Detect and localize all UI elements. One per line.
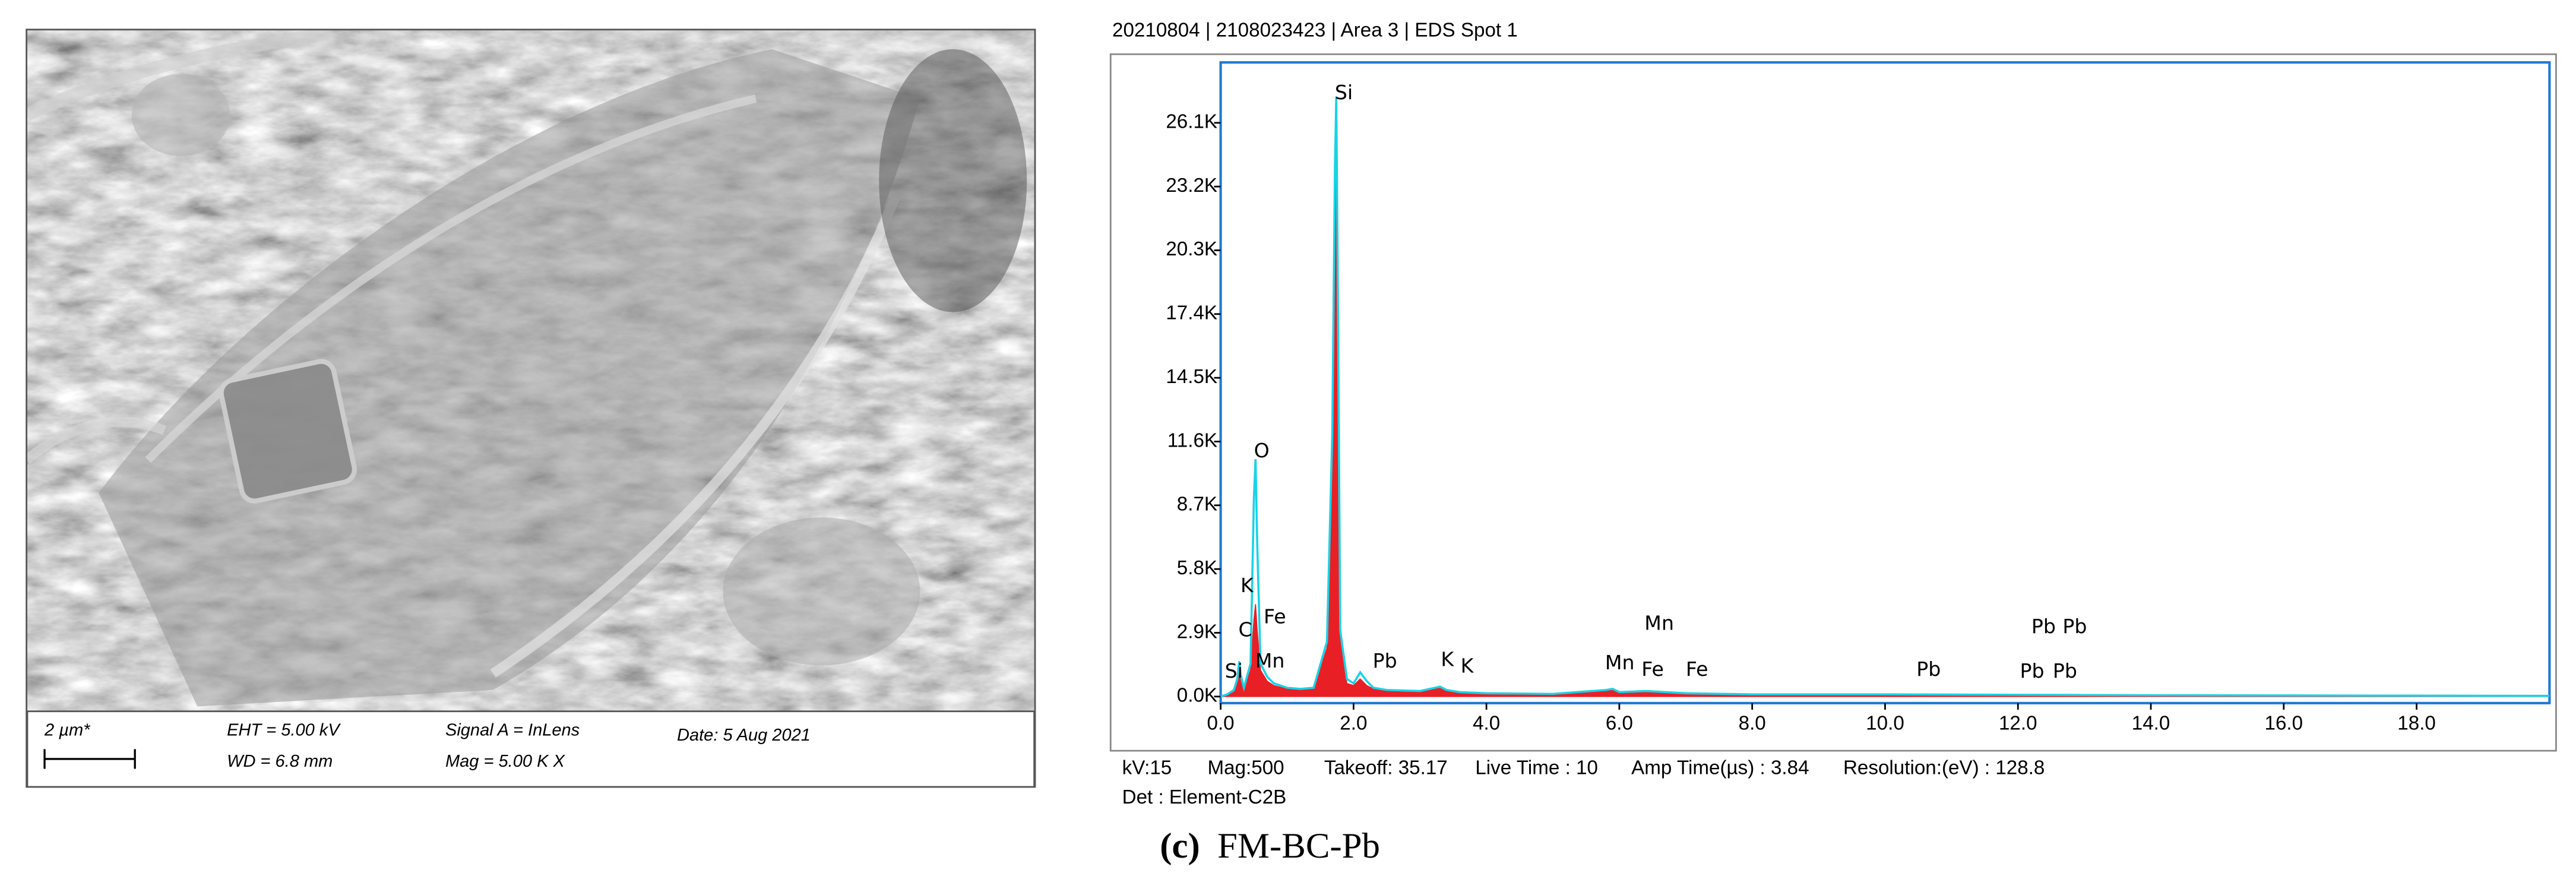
spectrum-line (1220, 96, 2550, 698)
acquisition-param: Amp Time(µs) : 3.84 (1631, 757, 1809, 779)
x-tick-label: 16.0 (2265, 713, 2303, 735)
peak-label: C (1238, 618, 1252, 641)
peak-label: Si (1335, 81, 1353, 104)
acquisition-param: Live Time : 10 (1475, 757, 1598, 779)
sem-image (26, 29, 1036, 711)
peak-label: Pb (1916, 657, 1941, 681)
x-tick-label: 0.0 (1207, 713, 1235, 735)
x-tick-label: 8.0 (1739, 713, 1766, 735)
detector-label: Det : Element-C2B (1122, 786, 1287, 808)
peak-label: Mn (1644, 612, 1674, 635)
mag-label: Mag = 5.00 K X (445, 752, 566, 771)
scale-bar-label: 2 µm* (44, 721, 91, 740)
peak-label: K (1461, 654, 1474, 678)
y-tick-label: 11.6K (1167, 429, 1217, 451)
plot: 0.0K2.9K5.8K8.7K11.6K14.5K17.4K20.3K23.2… (1166, 81, 2550, 735)
sem-info-bar (26, 710, 1036, 788)
x-tick-label: 12.0 (1999, 713, 2037, 735)
peak-label: K (1240, 574, 1254, 597)
peak-label: Pb (2053, 659, 2077, 682)
peak-label: Pb (2031, 615, 2056, 638)
eds-frame (1109, 53, 2557, 752)
y-tick-label: 0.0K (1177, 685, 1217, 707)
signal-label: Signal A = InLens (445, 721, 580, 740)
scale-bar (43, 749, 136, 769)
acquisition-param: Mag:500 (1207, 757, 1284, 779)
acquisition-param: Resolution:(eV) : 128.8 (1843, 757, 2045, 779)
acquisition-param: kV:15 (1122, 757, 1172, 779)
y-tick-label: 17.4K (1166, 302, 1217, 324)
peak-label: Fe (1686, 657, 1708, 681)
peak-label: Pb (1373, 649, 1397, 672)
x-tick-label: 10.0 (1866, 713, 1904, 735)
y-tick-label: 20.3K (1166, 238, 1217, 260)
peak-label: Si (1225, 659, 1243, 682)
acquisition-param: Takeoff: 35.17 (1324, 757, 1448, 779)
eds-header: 20210804 | 2108023423 | Area 3 | EDS Spo… (1112, 19, 1518, 41)
peak-label: Fe (1264, 605, 1286, 628)
peak-label: K (1441, 647, 1454, 671)
wd-label: WD = 6.8 mm (227, 752, 333, 771)
caption-text: FM-BC-Pb (1217, 826, 1380, 866)
peak-label: Mn (1605, 651, 1635, 674)
eht-label: EHT = 5.00 kV (227, 721, 341, 740)
x-tick-label: 6.0 (1606, 713, 1633, 735)
y-tick-label: 8.7K (1177, 494, 1217, 516)
y-tick-label: 23.2K (1166, 175, 1217, 197)
y-tick-label: 26.1K (1166, 111, 1217, 133)
peak-label: Pb (2062, 615, 2087, 638)
caption-label: (c) (1160, 826, 1200, 866)
x-tick-label: 18.0 (2397, 713, 2436, 735)
peak-label: Mn (1255, 649, 1285, 672)
y-tick-label: 14.5K (1166, 366, 1217, 388)
y-tick-label: 2.9K (1177, 621, 1217, 643)
y-tick-label: 5.8K (1177, 557, 1217, 579)
peak-label: Fe (1641, 657, 1664, 681)
x-tick-label: 2.0 (1340, 713, 1367, 735)
footer: kV:15 Mag:500 Takeoff: 35.17 Live Time : 10… (1122, 757, 2045, 779)
x-tick-label: 4.0 (1473, 713, 1500, 735)
peak-label: O (1254, 439, 1270, 462)
date-label: Date: 5 Aug 2021 (677, 726, 811, 745)
peak-label: Pb (2020, 659, 2045, 682)
x-tick-label: 14.0 (2132, 713, 2170, 735)
